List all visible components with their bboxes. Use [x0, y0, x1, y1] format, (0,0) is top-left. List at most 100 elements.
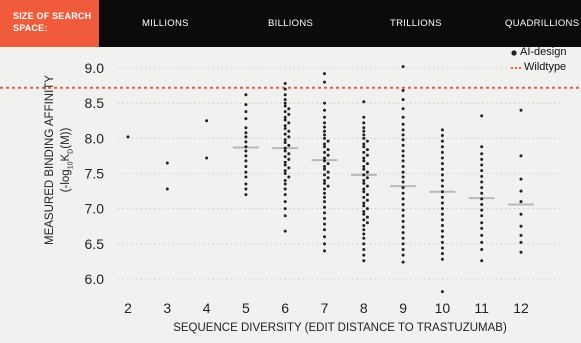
data-point: [323, 205, 326, 209]
data-point: [480, 163, 484, 167]
data-point: [365, 221, 369, 225]
data-point: [401, 242, 405, 246]
data-point: [283, 98, 287, 102]
data-point: [283, 160, 287, 164]
data-point: [287, 157, 291, 161]
scale-millions: MILLIONS: [142, 18, 189, 29]
x-tick-label: 4: [203, 300, 211, 316]
data-point: [244, 170, 248, 174]
data-point: [480, 114, 484, 118]
data-point: [323, 191, 326, 195]
data-point: [283, 141, 287, 145]
data-point: [323, 173, 326, 177]
data-point: [283, 172, 287, 175]
data-point: [440, 290, 444, 294]
data-point: [323, 72, 326, 76]
data-point: [480, 152, 484, 156]
x-tick-label: 7: [321, 300, 329, 316]
data-point: [283, 124, 287, 128]
data-point: [323, 222, 326, 226]
data-point: [323, 228, 326, 232]
data-point: [365, 139, 369, 143]
data-point: [326, 162, 330, 166]
data-point: [205, 156, 209, 160]
data-point: [323, 211, 326, 215]
data-point: [362, 195, 366, 199]
data-point: [287, 152, 291, 156]
data-point: [283, 138, 287, 142]
x-tick-label: 6: [281, 300, 289, 316]
data-point: [283, 182, 287, 186]
data-point: [440, 195, 444, 199]
data-point: [205, 119, 209, 123]
data-point: [440, 145, 444, 149]
data-point: [440, 235, 444, 239]
data-point: [323, 133, 326, 137]
data-point: [283, 115, 287, 119]
data-point: [362, 173, 366, 177]
data-point: [401, 107, 405, 111]
data-point: [244, 175, 248, 179]
data-point: [480, 186, 484, 190]
data-point: [126, 135, 130, 139]
data-point: [362, 247, 366, 251]
data-point: [283, 169, 287, 173]
data-point: [323, 217, 326, 221]
data-point: [362, 121, 366, 125]
data-point: [244, 154, 248, 158]
data-point: [401, 253, 405, 257]
data-point: [362, 156, 366, 160]
data-point: [440, 167, 444, 171]
data-point: [362, 136, 366, 140]
data-point: [365, 148, 369, 152]
data-point: [323, 129, 326, 133]
data-point: [401, 143, 405, 147]
data-point: [362, 236, 366, 240]
data-point: [244, 103, 248, 107]
data-point: [440, 252, 444, 256]
data-point: [283, 81, 287, 85]
data-point: [401, 214, 405, 218]
data-point: [362, 253, 366, 257]
data-point: [401, 191, 405, 195]
data-point: [323, 181, 326, 185]
data-point: [440, 212, 444, 216]
x-tick-label: 5: [242, 300, 250, 316]
data-point: [326, 170, 330, 174]
data-point: [165, 187, 169, 191]
data-point: [362, 204, 366, 208]
data-point: [362, 100, 366, 104]
data-point: [519, 177, 523, 181]
data-point: [480, 214, 484, 218]
data-point: [440, 190, 444, 194]
x-tick-label: 12: [513, 300, 529, 316]
data-point: [480, 247, 484, 251]
data-point: [401, 115, 405, 119]
data-point: [401, 170, 405, 174]
data-point: [323, 156, 326, 160]
data-point: [362, 190, 366, 194]
data-point: [365, 193, 369, 197]
x-axis-label: SEQUENCE DIVERSITY (EDIT DISTANCE TO TRA…: [173, 322, 507, 334]
data-point: [480, 197, 484, 201]
data-point: [480, 221, 484, 225]
data-point: [365, 170, 369, 174]
data-point: [519, 240, 523, 244]
data-point: [365, 153, 369, 157]
data-point: [287, 129, 291, 133]
data-point: [362, 164, 366, 168]
data-point: [244, 126, 248, 130]
data-point: [480, 174, 484, 178]
data-point: [283, 101, 287, 105]
data-point: [365, 215, 369, 219]
data-point: [283, 179, 287, 183]
data-point: [287, 107, 291, 111]
data-point: [440, 201, 444, 205]
data-point: [244, 187, 248, 191]
y-tick-label: 8.5: [85, 95, 105, 111]
data-point: [323, 142, 326, 146]
legend-ai-design-marker: [511, 50, 517, 56]
data-point: [519, 154, 523, 158]
data-point: [362, 259, 366, 263]
